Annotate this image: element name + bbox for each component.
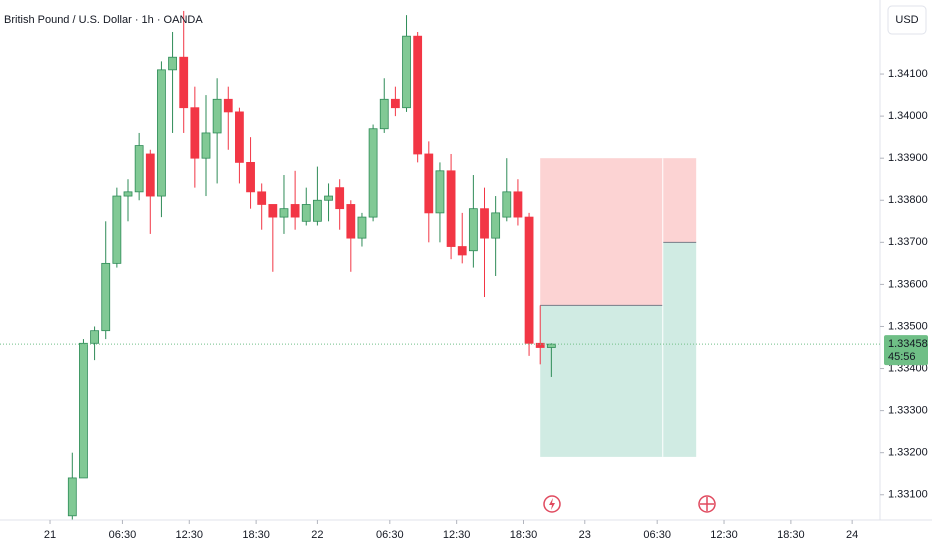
candle-body — [535, 342, 545, 348]
x-tick-label: 06:30 — [376, 529, 404, 541]
candle-body — [390, 98, 400, 109]
x-tick-label: 18:30 — [242, 529, 270, 541]
x-tick-label: 21 — [44, 529, 56, 541]
candle-body — [123, 191, 133, 197]
x-tick-label: 06:30 — [643, 529, 671, 541]
candle-body — [491, 212, 501, 239]
candle-body — [546, 343, 556, 348]
candle-body — [90, 330, 99, 344]
candle-body — [290, 204, 300, 218]
candle-body — [324, 195, 333, 201]
y-tick-label: 1.33700 — [888, 236, 928, 248]
candle-body — [268, 204, 278, 218]
candle-body — [235, 111, 244, 163]
candle-body — [513, 191, 523, 218]
candle-body — [101, 262, 111, 332]
y-tick-label: 1.33200 — [888, 447, 928, 459]
event-icon[interactable] — [543, 495, 561, 513]
countdown-label: 45:56 — [888, 351, 916, 363]
y-tick-label: 1.33300 — [888, 405, 928, 417]
y-tick-label: 1.33800 — [888, 194, 928, 206]
candle-body — [134, 145, 144, 193]
candle-body — [357, 216, 367, 239]
chart-title: British Pound / U.S. Dollar · 1h · OANDA — [4, 14, 203, 26]
candle-body — [301, 204, 311, 222]
last-price-badge — [884, 335, 928, 366]
y-tick-label: 1.34100 — [888, 68, 928, 80]
candle-body — [312, 199, 322, 222]
currency-button[interactable] — [887, 5, 927, 35]
x-tick-label: 24 — [846, 529, 858, 541]
candle-body — [402, 35, 411, 109]
candle-body — [368, 128, 378, 218]
candle-body — [246, 161, 255, 193]
candle-body — [67, 477, 77, 517]
x-tick-label: 23 — [579, 529, 591, 541]
candle-body — [346, 204, 356, 239]
x-tick-label: 12:30 — [710, 529, 738, 541]
last-price-label: 1.33458 — [888, 338, 928, 350]
candle-body — [279, 208, 289, 218]
candle-body — [413, 35, 423, 155]
event-icon[interactable] — [698, 495, 716, 513]
stop-zone — [662, 158, 697, 243]
candle-body — [424, 153, 434, 214]
candle-body — [524, 216, 534, 344]
candle-body — [168, 56, 177, 71]
candle-body — [79, 342, 88, 479]
target-zone — [662, 242, 697, 457]
candle-body — [179, 56, 189, 109]
y-tick-label: 1.33600 — [888, 278, 928, 290]
y-tick-label: 1.33400 — [888, 362, 928, 374]
candle-body — [190, 107, 200, 159]
candle-body — [502, 191, 512, 218]
y-tick-label: 1.34000 — [888, 110, 928, 122]
x-tick-label: 06:30 — [109, 529, 137, 541]
candle-body — [435, 170, 445, 214]
y-tick-label: 1.33900 — [888, 152, 928, 164]
candle-body — [457, 246, 467, 256]
stop-zone — [540, 158, 663, 306]
target-zone — [540, 305, 663, 457]
candle-body — [201, 132, 211, 159]
candle-body — [223, 98, 233, 113]
candle-body — [212, 98, 222, 134]
x-tick-label: 22 — [311, 529, 323, 541]
candle-body — [145, 153, 155, 197]
y-tick-label: 1.33500 — [888, 320, 928, 332]
plot-area — [67, 10, 697, 520]
candle-body — [335, 187, 345, 210]
candle-body — [480, 208, 489, 239]
y-tick-label: 1.33100 — [888, 489, 928, 501]
candle-body — [157, 69, 166, 197]
x-tick-label: 12:30 — [443, 529, 471, 541]
x-tick-label: 18:30 — [510, 529, 538, 541]
candle-body — [446, 170, 456, 247]
candle-body — [468, 208, 478, 252]
candle-body — [379, 98, 389, 130]
candle-body — [257, 191, 267, 205]
currency-label[interactable]: USD — [895, 14, 918, 26]
candle-body — [112, 195, 122, 264]
x-tick-label: 12:30 — [176, 529, 204, 541]
x-tick-label: 18:30 — [777, 529, 805, 541]
